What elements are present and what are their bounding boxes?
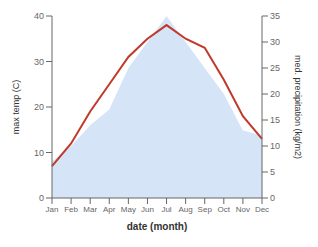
svg-text:0: 0	[270, 193, 275, 203]
svg-text:5: 5	[270, 167, 275, 177]
svg-text:Jul: Jul	[161, 205, 171, 214]
svg-text:10: 10	[34, 148, 44, 158]
svg-text:May: May	[121, 205, 136, 214]
svg-text:Mar: Mar	[83, 205, 97, 214]
svg-text:Jun: Jun	[141, 205, 154, 214]
svg-text:30: 30	[34, 57, 44, 67]
svg-text:25: 25	[270, 63, 280, 73]
svg-text:Oct: Oct	[218, 205, 231, 214]
svg-text:Apr: Apr	[103, 205, 116, 214]
svg-text:Feb: Feb	[64, 205, 78, 214]
svg-text:date (month): date (month)	[127, 221, 188, 232]
svg-text:Dec: Dec	[255, 205, 269, 214]
svg-text:Jan: Jan	[46, 205, 59, 214]
svg-text:Nov: Nov	[236, 205, 250, 214]
svg-text:Sep: Sep	[198, 205, 213, 214]
svg-text:35: 35	[270, 11, 280, 21]
svg-text:max temp (C): max temp (C)	[11, 80, 21, 135]
svg-text:40: 40	[34, 11, 44, 21]
svg-text:0: 0	[39, 193, 44, 203]
svg-text:Aug: Aug	[179, 205, 193, 214]
svg-text:15: 15	[270, 115, 280, 125]
svg-text:med. precipitation (kg/m2): med. precipitation (kg/m2)	[293, 55, 303, 159]
svg-text:30: 30	[270, 37, 280, 47]
svg-text:20: 20	[34, 102, 44, 112]
svg-text:20: 20	[270, 89, 280, 99]
svg-text:10: 10	[270, 141, 280, 151]
